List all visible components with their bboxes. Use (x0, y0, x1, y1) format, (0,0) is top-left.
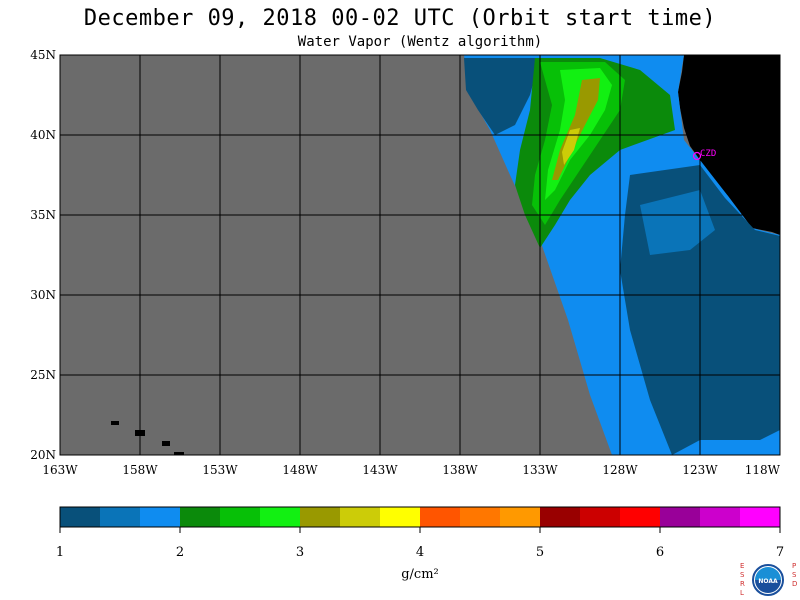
colorbar-swatch (340, 507, 381, 527)
svg-text:L: L (740, 589, 744, 597)
lon-label: 128W (602, 463, 638, 477)
colorbar-swatch (380, 507, 421, 527)
lat-label: 35N (30, 208, 56, 222)
colorbar-swatch (180, 507, 221, 527)
north-america-land (678, 55, 780, 235)
latitude-labels: 45N 40N 35N 30N 25N 20N (30, 48, 56, 462)
colorbar-swatch (260, 507, 301, 527)
colorbar-tick-labels: 1 2 3 4 5 6 7 (56, 545, 784, 560)
lat-label: 45N (30, 48, 56, 62)
lat-label: 30N (30, 288, 56, 302)
colorbar-tick-label: 7 (776, 545, 784, 560)
colorbar-swatch (580, 507, 621, 527)
logo-left-text: E (740, 562, 744, 570)
grid-lines (60, 55, 780, 455)
colorbar-swatch (420, 507, 461, 527)
map-frame (59, 54, 781, 456)
lat-label: 40N (30, 128, 56, 142)
svg-text:R: R (740, 580, 745, 588)
lat-label: 25N (30, 368, 56, 382)
svg-text:S: S (792, 571, 797, 579)
colorbar-swatch (140, 507, 181, 527)
page-title: December 09, 2018 00-02 UTC (Orbit start… (83, 6, 717, 31)
swath-nw-dark (464, 58, 540, 135)
colorbar-swatch (300, 507, 341, 527)
colorbar-swatch (60, 507, 101, 527)
colorbar-swatch (740, 507, 781, 527)
colorbar-swatch (100, 507, 141, 527)
lon-label: 118W (745, 463, 781, 477)
lon-label: 143W (362, 463, 398, 477)
colorbar-swatch (220, 507, 261, 527)
colorbar-swatch (700, 507, 741, 527)
lat-label: 20N (30, 448, 56, 462)
colorbar-tick-label: 4 (416, 545, 424, 560)
colorbar-swatch (460, 507, 501, 527)
colorbar-tick-label: 2 (176, 545, 184, 560)
colorbar-swatch (660, 507, 701, 527)
colorbar-unit: g/cm² (401, 567, 439, 582)
lon-label: 133W (522, 463, 558, 477)
colorbar-swatch (540, 507, 581, 527)
colorbar (59, 506, 781, 533)
longitude-labels: 163W 158W 153W 148W 143W 138W 133W 128W 123W 118W (42, 463, 780, 477)
lon-label: 163W (42, 463, 78, 477)
colorbar-swatch (620, 507, 661, 527)
station-label: CZD (700, 149, 716, 159)
moisture-peak (562, 128, 580, 165)
colorbar-swatch (500, 507, 541, 527)
lon-label: 148W (282, 463, 318, 477)
lon-label: 138W (442, 463, 478, 477)
page-subtitle: Water Vapor (Wentz algorithm) (297, 34, 543, 50)
colorbar-tick-label: 5 (536, 545, 544, 560)
swath-mid-blue (640, 190, 715, 255)
station-marker (692, 151, 702, 161)
svg-text:S: S (740, 571, 745, 579)
lon-label: 153W (202, 463, 238, 477)
svg-text:NOAA: NOAA (758, 578, 778, 585)
lon-label: 123W (682, 463, 718, 477)
colorbar-tick-label: 6 (656, 545, 664, 560)
svg-text:P: P (792, 562, 796, 570)
lon-label: 158W (122, 463, 158, 477)
noaa-logo: E S R L NOAA P S D (736, 560, 800, 600)
svg-text:D: D (792, 580, 797, 588)
colorbar-tick-label: 1 (56, 545, 64, 560)
colorbar-tick-label: 3 (296, 545, 304, 560)
map-field (60, 55, 780, 455)
